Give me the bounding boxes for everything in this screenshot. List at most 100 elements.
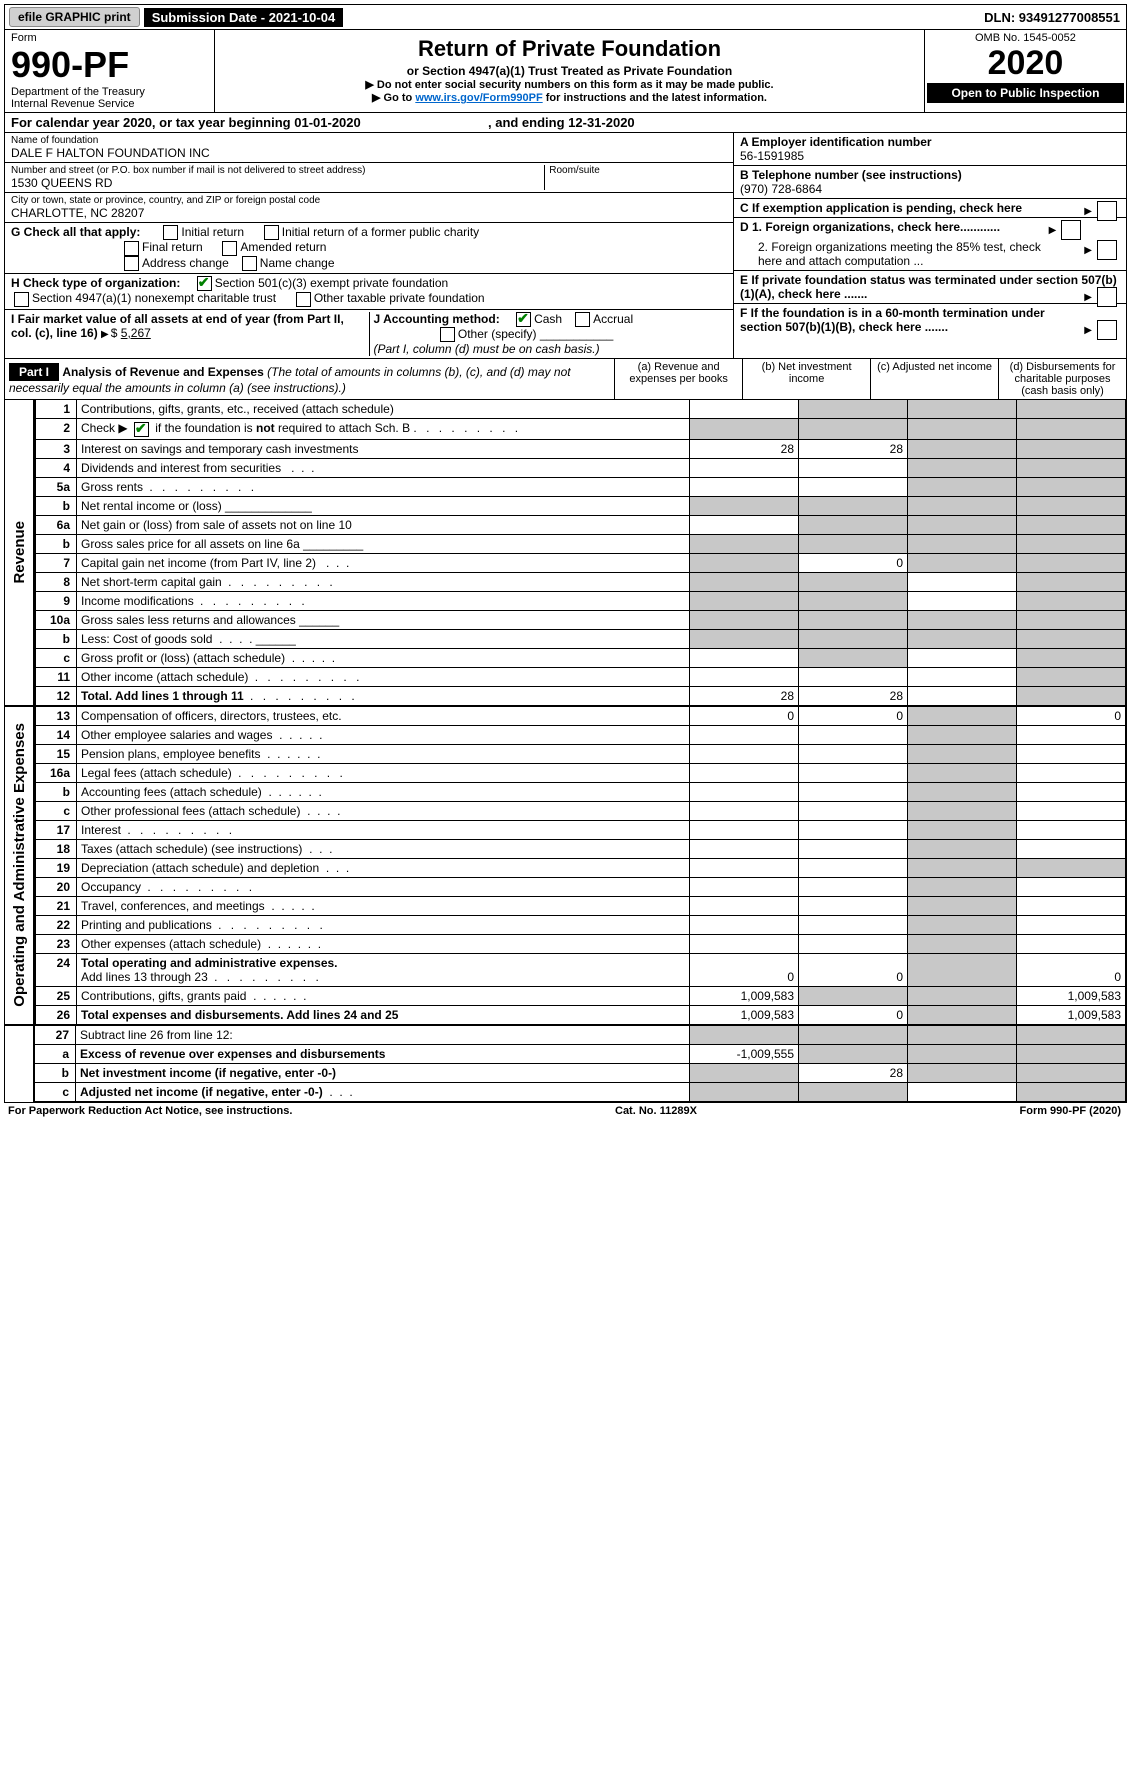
initial-return-label: Initial return	[181, 225, 244, 239]
calendar-year-row: For calendar year 2020, or tax year begi…	[5, 113, 1126, 133]
d2-label: 2. Foreign organizations meeting the 85%…	[740, 240, 1062, 268]
form-link[interactable]: www.irs.gov/Form990PF	[415, 92, 542, 104]
phone-value: (970) 728-6864	[740, 182, 822, 196]
omb-label: OMB No. 1545-0052	[927, 32, 1124, 44]
dln-label: DLN: 93491277008551	[984, 10, 1126, 25]
row6a-desc: Net gain or (loss) from sale of assets n…	[77, 515, 690, 534]
identity-block: Name of foundation DALE F HALTON FOUNDAT…	[5, 133, 1126, 358]
amended-return-checkbox[interactable]	[222, 241, 237, 256]
row24b-desc: Add lines 13 through 23	[81, 970, 208, 984]
tax-year: 2020	[927, 44, 1124, 83]
row26-b: 0	[799, 1005, 908, 1025]
row12-desc: Total. Add lines 1 through 11	[81, 689, 244, 703]
form-header: Form 990-PF Department of the Treasury I…	[5, 30, 1126, 113]
open-public-label: Open to Public Inspection	[927, 83, 1124, 103]
calyear-begin: 01-01-2020	[294, 115, 361, 130]
cash-checkbox[interactable]	[516, 312, 531, 327]
part1-title: Analysis of Revenue and Expenses	[62, 365, 263, 379]
i-value: 5,267	[121, 326, 151, 340]
row5b-desc: Net rental income or (loss)	[81, 499, 222, 513]
row16b-desc: Accounting fees (attach schedule)	[81, 785, 262, 799]
row13-desc: Compensation of officers, directors, tru…	[77, 707, 690, 726]
f-checkbox[interactable]	[1097, 320, 1117, 340]
ein-value: 56-1591985	[740, 149, 804, 163]
j-note: (Part I, column (d) must be on cash basi…	[374, 342, 600, 356]
row27b-b: 28	[799, 1063, 908, 1082]
row26-desc: Total expenses and disbursements. Add li…	[81, 1008, 398, 1022]
row27-desc: Subtract line 26 from line 12:	[76, 1026, 690, 1045]
submission-date: Submission Date - 2021-10-04	[144, 8, 344, 27]
col-c-header: (c) Adjusted net income	[871, 359, 999, 400]
row1-desc: Contributions, gifts, grants, etc., rece…	[77, 400, 690, 419]
expenses-side-label: Operating and Administrative Expenses	[11, 723, 28, 1007]
addr-change-checkbox[interactable]	[124, 256, 139, 271]
row27-table: 27Subtract line 26 from line 12: aExcess…	[34, 1026, 1126, 1102]
footer-left: For Paperwork Reduction Act Notice, see …	[8, 1105, 292, 1117]
row25-desc: Contributions, gifts, grants paid	[81, 989, 246, 1003]
revenue-table: 1Contributions, gifts, grants, etc., rec…	[35, 400, 1126, 706]
schb-checkbox[interactable]	[134, 422, 149, 437]
calyear-prefix: For calendar year 2020, or tax year begi…	[11, 115, 294, 130]
row4-desc: Dividends and interest from securities	[81, 461, 281, 475]
s501-checkbox[interactable]	[197, 276, 212, 291]
dept-line1: Department of the Treasury	[11, 86, 208, 98]
row10c-desc: Gross profit or (loss) (attach schedule)	[81, 651, 285, 665]
revenue-side-label: Revenue	[11, 521, 28, 584]
name-label: Name of foundation	[11, 135, 727, 146]
row6b-desc: Gross sales price for all assets on line…	[81, 537, 300, 551]
note2-prefix: ▶ Go to	[372, 92, 415, 104]
initial-former-checkbox[interactable]	[264, 225, 279, 240]
accrual-checkbox[interactable]	[575, 312, 590, 327]
name-change-checkbox[interactable]	[242, 256, 257, 271]
form-number: 990-PF	[11, 44, 208, 86]
row27a-a: -1,009,555	[690, 1044, 799, 1063]
note2-suffix: for instructions and the latest informat…	[546, 92, 767, 104]
s4947-label: Section 4947(a)(1) nonexempt charitable …	[32, 291, 276, 305]
row18-desc: Taxes (attach schedule) (see instruction…	[81, 842, 302, 856]
j-label: J Accounting method:	[374, 312, 500, 326]
row24-d: 0	[1017, 953, 1126, 986]
ij-row: I Fair market value of all assets at end…	[5, 310, 733, 359]
h-check-row: H Check type of organization: Section 50…	[5, 274, 733, 310]
addr-label: Number and street (or P.O. box number if…	[11, 165, 544, 176]
efile-print-button[interactable]: efile GRAPHIC print	[9, 7, 140, 27]
row13-d: 0	[1017, 707, 1126, 726]
row3-b: 28	[799, 439, 908, 458]
initial-return-checkbox[interactable]	[163, 225, 178, 240]
row16c-desc: Other professional fees (attach schedule…	[81, 804, 300, 818]
col-a-header: (a) Revenue and expenses per books	[615, 359, 743, 400]
final-return-checkbox[interactable]	[124, 241, 139, 256]
e-checkbox[interactable]	[1097, 287, 1117, 307]
row26-a: 1,009,583	[690, 1005, 799, 1025]
calyear-mid: , and ending	[488, 115, 568, 130]
s4947-checkbox[interactable]	[14, 292, 29, 307]
d1-checkbox[interactable]	[1061, 220, 1081, 240]
row25-d: 1,009,583	[1017, 986, 1126, 1005]
i-label: I Fair market value of all assets at end…	[11, 312, 344, 340]
footer-mid: Cat. No. 11289X	[615, 1105, 697, 1117]
col-d-header: (d) Disbursements for charitable purpose…	[999, 359, 1126, 400]
row24-a: 0	[690, 953, 799, 986]
row27c-desc: Adjusted net income (if negative, enter …	[80, 1085, 323, 1099]
part1-header: Part I Analysis of Revenue and Expenses …	[5, 358, 1126, 400]
row16a-desc: Legal fees (attach schedule)	[81, 766, 232, 780]
row12-b: 28	[799, 686, 908, 706]
form-title: Return of Private Foundation	[219, 36, 920, 62]
other-tax-label: Other taxable private foundation	[314, 291, 485, 305]
row3-desc: Interest on savings and temporary cash i…	[77, 439, 690, 458]
d2-checkbox[interactable]	[1097, 240, 1117, 260]
c-checkbox[interactable]	[1097, 201, 1117, 221]
street-address: 1530 QUEENS RD	[11, 176, 544, 190]
s501-label: Section 501(c)(3) exempt private foundat…	[215, 276, 448, 290]
row5a-desc: Gross rents	[81, 480, 143, 494]
row12-a: 28	[690, 686, 799, 706]
row23-desc: Other expenses (attach schedule)	[81, 937, 261, 951]
other-tax-checkbox[interactable]	[296, 292, 311, 307]
row10b-desc: Less: Cost of goods sold	[81, 632, 212, 646]
other-method-checkbox[interactable]	[440, 327, 455, 342]
room-label: Room/suite	[549, 165, 727, 176]
form-note1: ▶ Do not enter social security numbers o…	[219, 78, 920, 91]
ein-label: A Employer identification number	[740, 135, 932, 149]
row8-desc: Net short-term capital gain	[81, 575, 222, 589]
city-state-zip: CHARLOTTE, NC 28207	[11, 206, 727, 220]
